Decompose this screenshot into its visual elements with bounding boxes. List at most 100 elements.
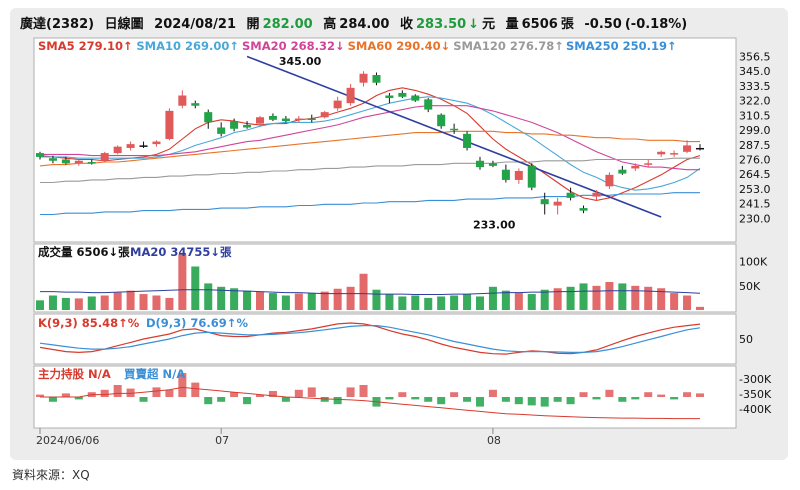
- volume-bar: [113, 292, 122, 310]
- date-tick-label: 08: [487, 434, 501, 447]
- volume-bar: [255, 291, 265, 310]
- candle-body: [35, 153, 45, 157]
- volume-bar: [398, 296, 407, 310]
- candle-body: [605, 174, 614, 187]
- flow-bar: [255, 394, 265, 397]
- legend-sma60: SMA60 290.40↓: [348, 39, 451, 53]
- candle-body: [61, 159, 70, 164]
- candle-body: [683, 145, 692, 152]
- open-label: 開: [246, 17, 260, 32]
- flow-bar: [307, 387, 316, 397]
- volume-bar: [152, 295, 161, 310]
- price-tick-label: 230.0: [739, 212, 771, 225]
- candle-body: [527, 165, 536, 188]
- candle-body: [126, 144, 135, 148]
- candle-body: [553, 201, 562, 206]
- flow-bar: [152, 387, 161, 397]
- volume-bar: [437, 296, 446, 310]
- volume-bar: [566, 286, 575, 310]
- flow-bar: [204, 397, 213, 405]
- flow-bar: [644, 392, 653, 397]
- price-tick-label: 345.0: [739, 65, 771, 78]
- candle-body: [74, 160, 83, 164]
- flow-bar: [139, 397, 148, 402]
- candle-body: [294, 118, 303, 121]
- flow-bar: [695, 393, 705, 397]
- volume-bar: [126, 290, 135, 310]
- candle-body: [475, 160, 485, 168]
- candle-body: [255, 117, 265, 124]
- kd-tick-label: 50: [739, 333, 753, 346]
- volume-bar: [191, 266, 200, 310]
- open-value: 282.00: [262, 17, 313, 32]
- ma-line-sma250: [40, 192, 700, 216]
- flow-bar: [424, 397, 433, 402]
- down-arrow-icon: ↓: [468, 17, 480, 32]
- volume-bar: [385, 294, 394, 310]
- flow-bar: [398, 392, 407, 397]
- legend-sma20: SMA20 268.32↓: [242, 39, 345, 53]
- flow-bar: [100, 389, 109, 397]
- ma-line-sma60: [39, 130, 700, 167]
- volume-bar: [618, 283, 627, 310]
- volume-bar: [670, 293, 679, 310]
- kd-legend: K(9,3) 85.48↑%: [38, 316, 140, 330]
- flow-bar: [683, 392, 692, 397]
- flow-legend: 買賣超 N/A: [124, 367, 185, 381]
- flow-bar: [61, 393, 70, 397]
- volume-tick-label: 50K: [739, 280, 761, 293]
- flow-bar: [618, 397, 627, 402]
- volume-bar: [695, 306, 705, 310]
- candle-body: [359, 73, 368, 83]
- candle-body: [139, 145, 148, 147]
- volume-bar: [294, 293, 303, 310]
- price-tick-label: 333.5: [739, 80, 771, 93]
- volume-bar: [346, 286, 355, 310]
- flow-bar: [217, 397, 226, 402]
- volume-bar: [61, 297, 70, 310]
- volume-bar: [281, 295, 290, 310]
- volume-legend: MA20 34755↓張: [130, 245, 232, 259]
- volume-label: 量: [505, 17, 519, 32]
- volume-bar: [501, 290, 510, 310]
- candle-body: [579, 208, 588, 211]
- volume-bar: [488, 286, 497, 310]
- flow-legend: 主力持股 N/A: [38, 367, 111, 381]
- volume-bar: [217, 286, 226, 310]
- price-unit: 元: [482, 17, 496, 32]
- candle-body: [657, 151, 666, 155]
- flow-bar: [579, 392, 588, 397]
- flow-bar: [281, 397, 290, 402]
- price-tick-label: 276.0: [739, 153, 771, 166]
- volume-bar: [230, 288, 239, 310]
- volume-bar: [475, 296, 485, 310]
- volume-bar: [87, 296, 96, 310]
- price-tick-label: 253.0: [739, 183, 771, 196]
- volume-unit: 張: [560, 17, 574, 32]
- flow-bar: [359, 385, 368, 397]
- volume-bar: [139, 294, 148, 310]
- flow-bar: [268, 391, 277, 397]
- close-value: 283.50: [416, 17, 467, 32]
- price-tick-label: 299.0: [739, 124, 771, 137]
- volume-bar: [683, 295, 692, 310]
- volume-bar: [411, 295, 420, 310]
- flow-bar: [191, 382, 200, 397]
- high-label: 高: [323, 17, 337, 32]
- candle-body: [48, 158, 57, 161]
- volume-bar: [165, 297, 174, 310]
- volume-bar: [372, 289, 381, 310]
- ma-line-sma10: [40, 96, 701, 191]
- candle-body: [204, 112, 213, 123]
- flow-bar: [411, 397, 420, 400]
- volume-tick-label: 100K: [739, 256, 768, 269]
- price-panel: [33, 37, 737, 243]
- price-tick-label: 322.0: [739, 95, 771, 108]
- flow-bar: [488, 389, 497, 397]
- candle-body: [463, 133, 472, 148]
- candle-body: [113, 146, 122, 154]
- volume-bar: [553, 288, 562, 310]
- flow-bar: [165, 389, 174, 397]
- volume-bar: [540, 289, 549, 310]
